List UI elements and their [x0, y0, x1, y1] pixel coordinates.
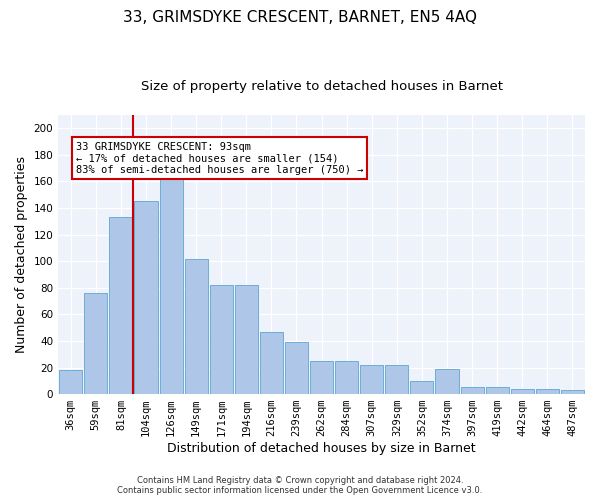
Bar	[109, 218, 133, 394]
Bar	[260, 332, 283, 394]
Bar	[511, 389, 534, 394]
Bar	[160, 175, 182, 394]
Bar	[285, 342, 308, 394]
Text: 33 GRIMSDYKE CRESCENT: 93sqm
← 17% of detached houses are smaller (154)
83% of s: 33 GRIMSDYKE CRESCENT: 93sqm ← 17% of de…	[76, 142, 363, 175]
Bar	[185, 258, 208, 394]
Bar	[335, 361, 358, 394]
Bar	[385, 365, 409, 394]
Bar	[209, 285, 233, 394]
Bar	[360, 365, 383, 394]
Bar	[485, 388, 509, 394]
Bar	[461, 388, 484, 394]
Bar	[310, 361, 333, 394]
Bar	[561, 390, 584, 394]
X-axis label: Distribution of detached houses by size in Barnet: Distribution of detached houses by size …	[167, 442, 476, 455]
Text: 33, GRIMSDYKE CRESCENT, BARNET, EN5 4AQ: 33, GRIMSDYKE CRESCENT, BARNET, EN5 4AQ	[123, 10, 477, 25]
Text: Contains HM Land Registry data © Crown copyright and database right 2024.
Contai: Contains HM Land Registry data © Crown c…	[118, 476, 482, 495]
Title: Size of property relative to detached houses in Barnet: Size of property relative to detached ho…	[140, 80, 503, 93]
Bar	[436, 369, 458, 394]
Bar	[410, 381, 433, 394]
Bar	[59, 370, 82, 394]
Bar	[134, 202, 158, 394]
Y-axis label: Number of detached properties: Number of detached properties	[15, 156, 28, 353]
Bar	[84, 293, 107, 394]
Bar	[235, 285, 258, 394]
Bar	[536, 389, 559, 394]
